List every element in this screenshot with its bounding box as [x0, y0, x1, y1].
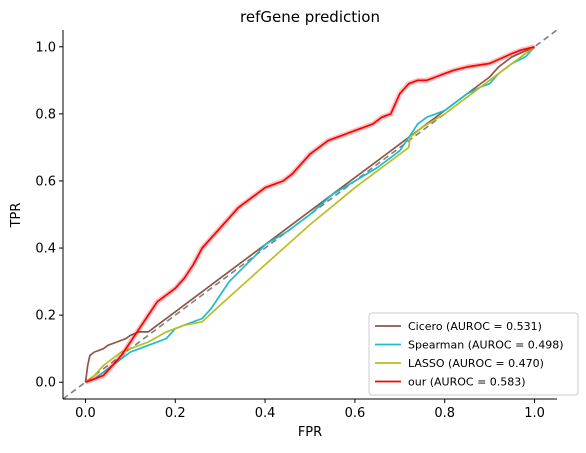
- series-layer: [84, 44, 536, 385]
- plot-area: [62, 29, 558, 400]
- legend-label: our (AUROC = 0.583): [408, 376, 526, 389]
- y-axis-ticks: 0.0 0.2 0.4 0.6 0.8 1.0: [35, 40, 63, 391]
- y-tick-label: 0.0: [35, 376, 56, 391]
- legend-frame: [368, 312, 579, 396]
- legend-items: Cicero (AUROC = 0.531) Spearman (AUROC = …: [375, 320, 564, 389]
- x-axis-ticks: 0.0 0.2 0.4 0.6 0.8 1.0: [75, 399, 545, 421]
- legend-label: Spearman (AUROC = 0.498): [408, 339, 564, 352]
- x-axis-title: FPR: [298, 425, 322, 440]
- y-tick-label: 1.0: [35, 40, 56, 55]
- y-axis-title: TPR: [9, 203, 24, 229]
- x-tick-label: 0.2: [165, 406, 186, 421]
- y-tick-label: 0.2: [35, 309, 56, 324]
- series-2-line: [84, 46, 536, 383]
- x-tick-label: 0.8: [434, 406, 455, 421]
- x-tick-label: 0.6: [345, 406, 366, 421]
- series-3-line: [85, 45, 535, 383]
- chart-title: refGene prediction: [240, 8, 380, 26]
- x-tick-label: 0.0: [75, 406, 96, 421]
- y-tick-label: 0.6: [35, 174, 56, 189]
- y-tick-label: 0.4: [35, 242, 56, 257]
- legend-label: LASSO (AUROC = 0.470): [408, 357, 544, 370]
- legend: Cicero (AUROC = 0.531) Spearman (AUROC = …: [368, 312, 579, 396]
- x-tick-label: 1.0: [524, 406, 545, 421]
- y-tick-label: 0.8: [35, 107, 56, 122]
- series-1-line: [85, 46, 536, 383]
- x-tick-label: 0.4: [255, 406, 276, 421]
- legend-label: Cicero (AUROC = 0.531): [408, 320, 542, 333]
